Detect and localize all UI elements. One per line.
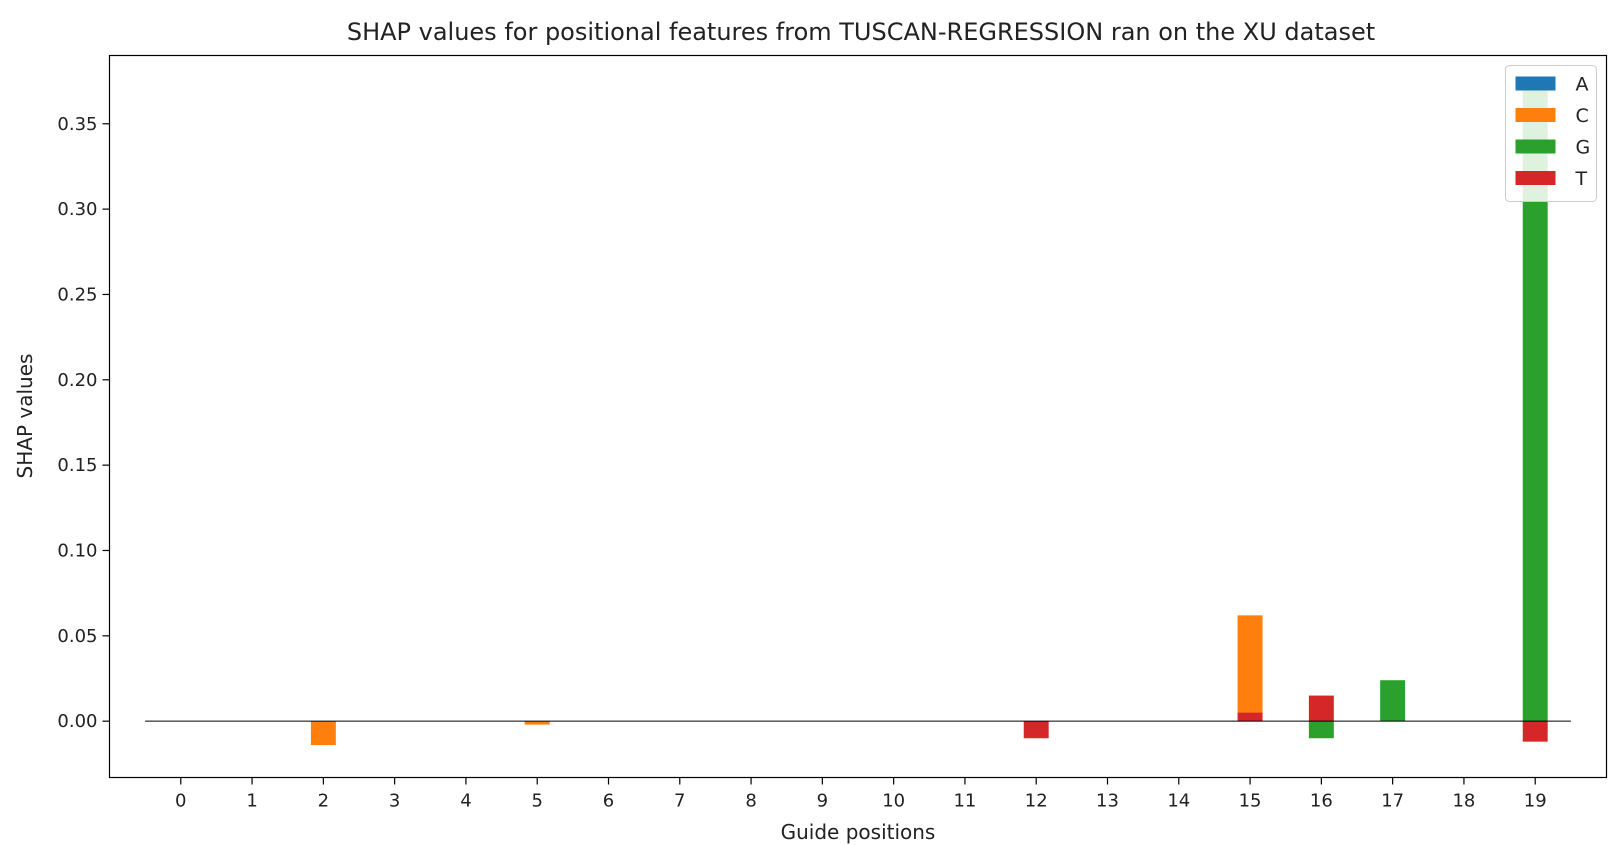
x-tick-label: 19 — [1524, 791, 1547, 812]
x-tick-label: 0 — [175, 791, 186, 812]
x-tick-label: 15 — [1239, 791, 1262, 812]
legend-label-T: T — [1575, 168, 1588, 190]
y-axis-label: SHAP values — [13, 354, 37, 479]
bar-T-19 — [1522, 721, 1548, 742]
legend-label-G: G — [1576, 137, 1591, 159]
bar-G-17 — [1380, 680, 1406, 722]
bar-T-16 — [1308, 695, 1334, 722]
y-tick-label: 0.35 — [57, 114, 97, 135]
legend-box — [1505, 65, 1597, 202]
chart-title: SHAP values for positional features from… — [347, 18, 1375, 46]
y-tick-label: 0.10 — [57, 540, 97, 561]
x-tick-label: 11 — [953, 791, 976, 812]
bar-T-12 — [1023, 721, 1049, 739]
x-tick-label: 8 — [745, 791, 756, 812]
x-tick-label: 16 — [1310, 791, 1333, 812]
x-tick-label: 14 — [1167, 791, 1190, 812]
x-tick-label: 9 — [817, 791, 828, 812]
x-tick-label: 6 — [603, 791, 614, 812]
legend-swatch-A — [1515, 76, 1556, 91]
x-tick-label: 5 — [531, 791, 542, 812]
x-tick-label: 1 — [246, 791, 257, 812]
bar-C-5 — [524, 721, 550, 725]
x-tick-label: 17 — [1381, 791, 1404, 812]
y-tick-label: 0.25 — [57, 284, 97, 305]
bar-C-2 — [310, 721, 336, 746]
bar-T-15 — [1237, 712, 1263, 722]
legend-label-C: C — [1576, 105, 1589, 127]
x-tick-label: 2 — [318, 791, 329, 812]
x-tick-label: 12 — [1025, 791, 1048, 812]
y-tick-label: 0.05 — [57, 626, 97, 647]
x-tick-label: 3 — [389, 791, 400, 812]
y-axis: 0.00 0.05 0.10 0.15 0.20 0.25 0.30 0.35 — [57, 114, 110, 732]
x-tick-label: 18 — [1452, 791, 1475, 812]
x-tick-label: 10 — [882, 791, 905, 812]
legend-swatch-G — [1515, 139, 1556, 154]
legend-label-A: A — [1576, 74, 1589, 96]
y-tick-label: 0.15 — [57, 455, 97, 476]
x-axis-label: Guide positions — [781, 820, 936, 844]
plot-frame — [108, 54, 1608, 779]
bar-G-16 — [1308, 721, 1334, 739]
x-tick-label: 13 — [1096, 791, 1119, 812]
x-tick-label: 7 — [674, 791, 685, 812]
x-tick-label: 4 — [460, 791, 471, 812]
bars-group — [310, 87, 1548, 746]
y-tick-label: 0.20 — [57, 370, 97, 391]
y-tick-label: 0.30 — [57, 199, 97, 220]
x-axis: 0 1 2 3 4 5 6 7 8 9 10 11 12 13 14 15 16 17 18 19 — [175, 777, 1547, 812]
bar-C-15 — [1237, 615, 1263, 722]
y-tick-label: 0.00 — [57, 711, 97, 732]
legend-swatch-C — [1515, 108, 1556, 122]
legend-swatch-T — [1515, 171, 1556, 185]
